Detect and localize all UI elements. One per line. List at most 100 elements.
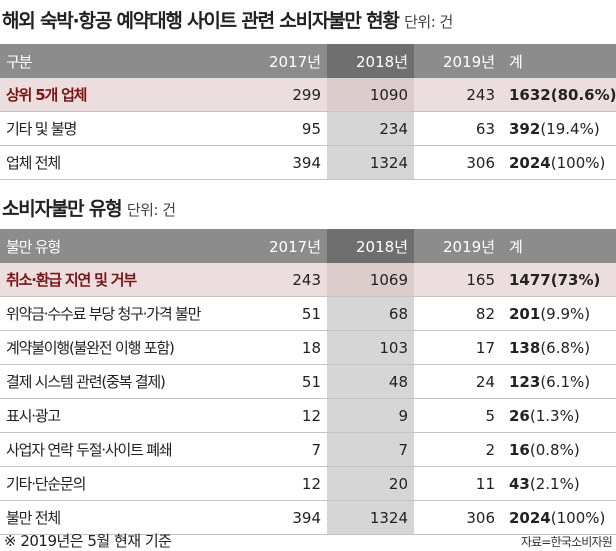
table-row: 상위 5개 업체 299 1090 243 1632(80.6%)	[0, 78, 616, 112]
value-cell-2018: 68	[327, 296, 414, 331]
value-cell-2018: 1324	[327, 500, 414, 535]
column-header: 구분	[0, 44, 240, 78]
total-percent: (1.3%)	[529, 406, 580, 425]
total-cell: 138(6.8%)	[501, 330, 616, 365]
table1-title: 해외 숙박·항공 예약대행 사이트 관련 소비자불만 현황 단위: 건	[2, 6, 453, 33]
value-cell-2019: 243	[414, 78, 501, 112]
column-header: 2018년	[327, 44, 414, 78]
header-row: 불만 유형 2017년 2018년 2019년 계	[0, 229, 616, 263]
column-header: 2017년	[240, 44, 327, 78]
table-row: 위약금·수수료 부당 청구·가격 불만 51 68 82 201(9.9%)	[0, 296, 616, 331]
total-cell: 1477(73%)	[501, 263, 616, 297]
value-cell-2017: 12	[240, 398, 327, 433]
value-cell-2017: 51	[240, 296, 327, 331]
value-cell-2017: 394	[240, 500, 327, 535]
value-cell-2018: 20	[327, 466, 414, 501]
value-cell-2019: 82	[414, 296, 501, 331]
value-cell-2018: 1324	[327, 145, 414, 180]
value-cell-2017: 95	[240, 111, 327, 146]
value-cell-2019: 63	[414, 111, 501, 146]
row-label: 계약불이행(불완전 이행 포함)	[0, 330, 240, 365]
table-row: 취소·환급 지연 및 거부 243 1069 165 1477(73%)	[0, 263, 616, 297]
column-header: 계	[501, 44, 616, 78]
total-percent: (2.1%)	[529, 474, 580, 493]
table-row: 사업자 연락 두절·사이트 폐쇄 7 7 2 16(0.8%)	[0, 432, 616, 467]
total-value: 1632	[509, 85, 551, 104]
total-value: 123	[509, 372, 541, 391]
total-percent: (6.8%)	[540, 338, 591, 357]
column-header: 2019년	[414, 44, 501, 78]
row-label: 위약금·수수료 부당 청구·가격 불만	[0, 296, 240, 331]
table2-title-text: 소비자불만 유형	[2, 198, 123, 220]
value-cell-2018: 1090	[327, 78, 414, 112]
value-cell-2018: 1069	[327, 263, 414, 297]
total-value: 201	[509, 304, 541, 323]
value-cell-2018: 7	[327, 432, 414, 467]
value-cell-2017: 18	[240, 330, 327, 365]
row-label: 기타 및 불명	[0, 111, 240, 146]
footnote: ※ 2019년은 5월 현재 기준	[4, 532, 172, 550]
value-cell-2017: 51	[240, 364, 327, 399]
value-cell-2019: 306	[414, 500, 501, 535]
source-credit: 자료=한국소비자원	[520, 535, 613, 549]
value-cell-2017: 243	[240, 263, 327, 297]
value-cell-2019: 306	[414, 145, 501, 180]
table-row: 결제 시스템 관련(중복 결제) 51 48 24 123(6.1%)	[0, 364, 616, 399]
column-header: 2019년	[414, 229, 501, 263]
table-row: 업체 전체 394 1324 306 2024(100%)	[0, 145, 616, 180]
value-cell-2017: 12	[240, 466, 327, 501]
total-value: 16	[509, 440, 530, 459]
total-percent: (19.4%)	[540, 119, 600, 138]
total-cell: 201(9.9%)	[501, 296, 616, 331]
table-row: 기타·단순문의 12 20 11 43(2.1%)	[0, 466, 616, 501]
value-cell-2018: 9	[327, 398, 414, 433]
total-cell: 2024(100%)	[501, 145, 616, 180]
row-label: 상위 5개 업체	[0, 78, 240, 112]
total-cell: 123(6.1%)	[501, 364, 616, 399]
total-percent: (100%)	[550, 508, 606, 527]
total-cell: 1632(80.6%)	[501, 78, 616, 112]
total-percent: (100%)	[550, 153, 606, 172]
total-percent: (80.6%)	[550, 85, 616, 104]
value-cell-2017: 299	[240, 78, 327, 112]
total-percent: (73%)	[550, 270, 601, 289]
total-value: 43	[509, 474, 530, 493]
total-value: 392	[509, 119, 541, 138]
value-cell-2018: 103	[327, 330, 414, 365]
row-label: 취소·환급 지연 및 거부	[0, 263, 240, 297]
header-row: 구분 2017년 2018년 2019년 계	[0, 44, 616, 78]
value-cell-2017: 394	[240, 145, 327, 180]
row-label: 표시·광고	[0, 398, 240, 433]
table2-unit: 단위: 건	[126, 201, 176, 219]
complaint-status-table: 구분 2017년 2018년 2019년 계 상위 5개 업체 299 1090 243 1632…	[0, 44, 616, 180]
value-cell-2019: 165	[414, 263, 501, 297]
value-cell-2019: 2	[414, 432, 501, 467]
table1-unit: 단위: 건	[404, 13, 453, 31]
complaint-type-table: 불만 유형 2017년 2018년 2019년 계 취소·환급 지연 및 거부 243 106…	[0, 229, 616, 535]
value-cell-2019: 5	[414, 398, 501, 433]
table-row: 계약불이행(불완전 이행 포함) 18 103 17 138(6.8%)	[0, 330, 616, 365]
value-cell-2018: 234	[327, 111, 414, 146]
row-label: 기타·단순문의	[0, 466, 240, 501]
total-percent: (0.8%)	[529, 440, 580, 459]
table-row: 불만 전체 394 1324 306 2024(100%)	[0, 500, 616, 535]
column-header: 2017년	[240, 229, 327, 263]
table-row: 기타 및 불명 95 234 63 392(19.4%)	[0, 111, 616, 146]
value-cell-2019: 11	[414, 466, 501, 501]
column-header: 2018년	[327, 229, 414, 263]
column-header: 불만 유형	[0, 229, 240, 263]
total-percent: (6.1%)	[540, 372, 591, 391]
total-cell: 392(19.4%)	[501, 111, 616, 146]
total-cell: 26(1.3%)	[501, 398, 616, 433]
value-cell-2019: 24	[414, 364, 501, 399]
total-percent: (9.9%)	[540, 304, 591, 323]
total-value: 1477	[509, 270, 551, 289]
total-cell: 43(2.1%)	[501, 466, 616, 501]
total-cell: 16(0.8%)	[501, 432, 616, 467]
total-value: 2024	[509, 153, 551, 172]
row-label: 업체 전체	[0, 145, 240, 180]
row-label: 불만 전체	[0, 500, 240, 535]
row-label: 사업자 연락 두절·사이트 폐쇄	[0, 432, 240, 467]
row-label: 결제 시스템 관련(중복 결제)	[0, 364, 240, 399]
value-cell-2019: 17	[414, 330, 501, 365]
